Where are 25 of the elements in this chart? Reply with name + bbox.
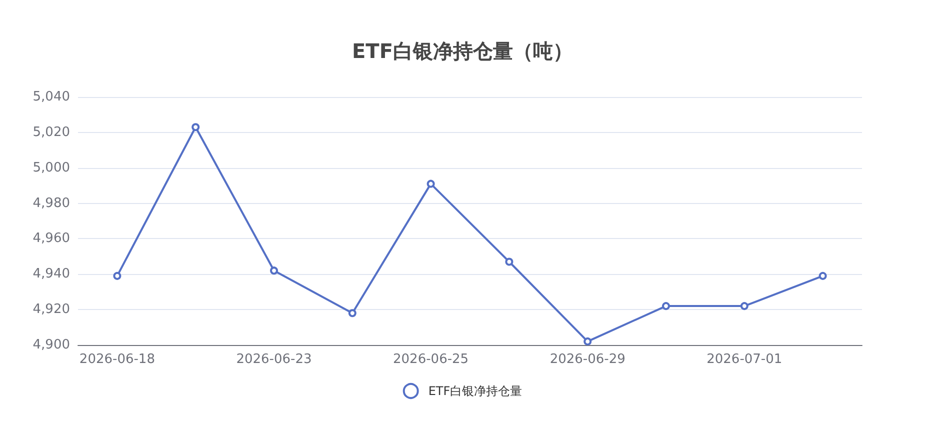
point [270,266,278,275]
y-tick-label: 5,020 [32,124,70,140]
point [113,272,122,280]
legend-label: ETF白银净持仓量 [428,384,522,398]
y-tick-label: 5,000 [32,160,70,176]
point [426,180,435,188]
x-tick-label: 2026-06-18 [79,352,155,367]
point [584,337,592,346]
y-tick-label: 4,980 [32,196,70,211]
y-tick-label: 4,960 [32,231,70,246]
point [740,302,748,310]
y-tick-label: 4,920 [32,302,70,318]
y-tick-label: 5,040 [32,90,70,104]
chart-title: ETF白银净持仓量（吨） [352,39,573,63]
y-tick-label: 4,900 [32,338,70,352]
point [192,123,200,132]
point [505,258,514,266]
point [818,272,827,280]
x-tick-label: 2026-06-29 [550,352,626,367]
x-tick-label: 2026-07-01 [706,352,782,367]
point [348,309,356,318]
x-tick-label: 2026-06-25 [393,352,469,367]
y-tick-label: 4,940 [32,266,70,282]
x-tick-label: 2026-06-23 [236,352,312,367]
point [662,302,670,310]
